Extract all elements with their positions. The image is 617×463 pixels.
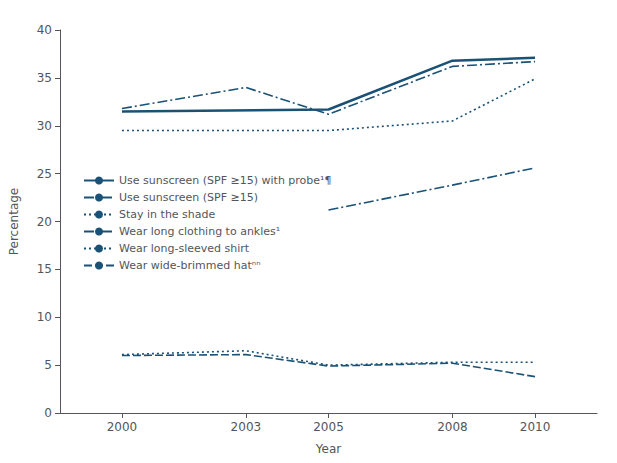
svg-text:20: 20: [37, 215, 52, 229]
svg-text:Wear long clothing to ankles¹: Wear long clothing to ankles¹: [119, 225, 280, 238]
svg-text:2005: 2005: [313, 420, 344, 434]
svg-text:Percentage: Percentage: [7, 188, 21, 256]
svg-text:15: 15: [37, 262, 52, 276]
svg-text:0: 0: [44, 406, 52, 420]
svg-text:35: 35: [37, 71, 52, 85]
svg-text:Use sunscreen (SPF ≥15): Use sunscreen (SPF ≥15): [119, 191, 258, 204]
svg-text:Stay in the shade: Stay in the shade: [119, 208, 216, 221]
svg-text:10: 10: [37, 310, 52, 324]
svg-text:40: 40: [37, 23, 52, 37]
svg-text:2003: 2003: [231, 420, 262, 434]
svg-text:Use sunscreen (SPF ≥15) with p: Use sunscreen (SPF ≥15) with probe¹¶: [119, 174, 332, 187]
svg-text:Wear wide-brimmed hatⁿⁿ: Wear wide-brimmed hatⁿⁿ: [119, 259, 261, 272]
svg-text:Year: Year: [315, 442, 341, 456]
svg-text:2010: 2010: [520, 420, 551, 434]
svg-text:2000: 2000: [107, 420, 138, 434]
svg-text:30: 30: [37, 119, 52, 133]
svg-text:5: 5: [44, 358, 52, 372]
svg-text:Wear long-sleeved shirt: Wear long-sleeved shirt: [119, 242, 250, 255]
svg-text:25: 25: [37, 167, 52, 181]
svg-text:2008: 2008: [437, 420, 468, 434]
